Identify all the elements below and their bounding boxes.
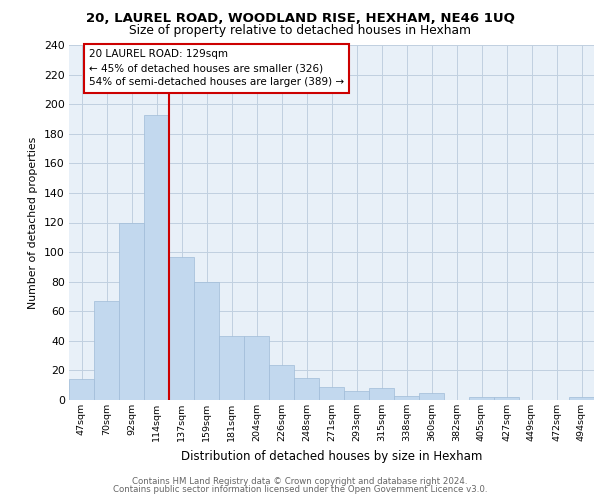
Text: Size of property relative to detached houses in Hexham: Size of property relative to detached ho… bbox=[129, 24, 471, 37]
Text: Contains HM Land Registry data © Crown copyright and database right 2024.: Contains HM Land Registry data © Crown c… bbox=[132, 477, 468, 486]
X-axis label: Distribution of detached houses by size in Hexham: Distribution of detached houses by size … bbox=[181, 450, 482, 462]
Bar bbox=[494, 397, 519, 400]
Bar bbox=[194, 282, 219, 400]
Bar bbox=[294, 378, 319, 400]
Bar bbox=[244, 336, 269, 400]
Bar bbox=[469, 397, 494, 400]
Bar bbox=[219, 336, 244, 400]
Y-axis label: Number of detached properties: Number of detached properties bbox=[28, 136, 38, 308]
Bar bbox=[394, 396, 419, 400]
Bar bbox=[569, 397, 594, 400]
Text: 20, LAUREL ROAD, WOODLAND RISE, HEXHAM, NE46 1UQ: 20, LAUREL ROAD, WOODLAND RISE, HEXHAM, … bbox=[86, 12, 514, 26]
Bar bbox=[369, 388, 394, 400]
Bar bbox=[94, 301, 119, 400]
Bar bbox=[119, 222, 144, 400]
Text: 20 LAUREL ROAD: 129sqm
← 45% of detached houses are smaller (326)
54% of semi-de: 20 LAUREL ROAD: 129sqm ← 45% of detached… bbox=[89, 50, 344, 88]
Bar bbox=[69, 380, 94, 400]
Text: Contains public sector information licensed under the Open Government Licence v3: Contains public sector information licen… bbox=[113, 485, 487, 494]
Bar bbox=[144, 114, 169, 400]
Bar bbox=[344, 391, 369, 400]
Bar bbox=[419, 392, 444, 400]
Bar bbox=[319, 386, 344, 400]
Bar bbox=[269, 364, 294, 400]
Bar bbox=[169, 256, 194, 400]
